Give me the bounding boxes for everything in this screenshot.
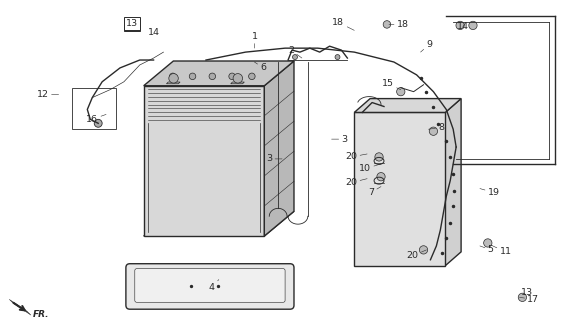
Polygon shape	[144, 211, 294, 236]
Circle shape	[518, 293, 527, 301]
Circle shape	[169, 73, 176, 80]
Circle shape	[335, 55, 340, 60]
Circle shape	[189, 73, 196, 80]
Bar	[73, 88, 116, 129]
Polygon shape	[144, 86, 264, 236]
Text: 17: 17	[519, 295, 539, 304]
Circle shape	[377, 172, 385, 181]
Polygon shape	[445, 99, 461, 266]
Text: 10: 10	[359, 164, 381, 173]
Polygon shape	[144, 61, 294, 86]
Circle shape	[169, 74, 178, 83]
Text: 9: 9	[421, 40, 432, 52]
Text: 20: 20	[345, 152, 367, 161]
Circle shape	[469, 21, 477, 29]
Circle shape	[229, 73, 236, 80]
Text: 19: 19	[480, 188, 500, 197]
Circle shape	[383, 21, 391, 28]
Polygon shape	[355, 112, 445, 266]
Text: 20: 20	[407, 250, 427, 260]
Circle shape	[397, 87, 405, 96]
Polygon shape	[355, 99, 461, 112]
Circle shape	[456, 21, 464, 29]
Circle shape	[209, 73, 216, 80]
Text: 5: 5	[480, 245, 494, 254]
Text: 3: 3	[266, 155, 282, 164]
Text: 6: 6	[254, 62, 267, 72]
Circle shape	[292, 55, 298, 60]
Text: 13: 13	[126, 20, 138, 29]
Text: 12: 12	[37, 90, 59, 99]
Text: 13: 13	[522, 288, 533, 297]
Text: 1: 1	[251, 32, 257, 48]
Text: 3: 3	[332, 135, 347, 144]
Text: 11: 11	[493, 246, 512, 256]
Text: 18: 18	[389, 20, 409, 29]
Circle shape	[94, 119, 102, 127]
Text: 15: 15	[382, 79, 401, 90]
Text: 4: 4	[209, 280, 219, 292]
Text: 8: 8	[428, 123, 444, 132]
Polygon shape	[231, 82, 244, 84]
Text: 14: 14	[457, 22, 469, 31]
Circle shape	[248, 73, 255, 80]
FancyBboxPatch shape	[135, 269, 285, 302]
Circle shape	[430, 127, 438, 135]
Polygon shape	[9, 299, 31, 315]
Text: 14: 14	[148, 28, 159, 37]
FancyBboxPatch shape	[126, 264, 294, 309]
Polygon shape	[166, 82, 180, 84]
Text: 7: 7	[368, 187, 381, 197]
Text: 2: 2	[288, 46, 302, 58]
Circle shape	[375, 153, 383, 161]
Polygon shape	[264, 61, 294, 236]
Text: FR.: FR.	[33, 310, 49, 319]
Text: 13: 13	[126, 19, 138, 28]
Circle shape	[420, 246, 428, 254]
Text: 18: 18	[332, 18, 355, 30]
Circle shape	[233, 74, 243, 83]
Text: 16: 16	[86, 115, 106, 124]
Circle shape	[483, 239, 492, 247]
Text: 20: 20	[345, 178, 367, 187]
